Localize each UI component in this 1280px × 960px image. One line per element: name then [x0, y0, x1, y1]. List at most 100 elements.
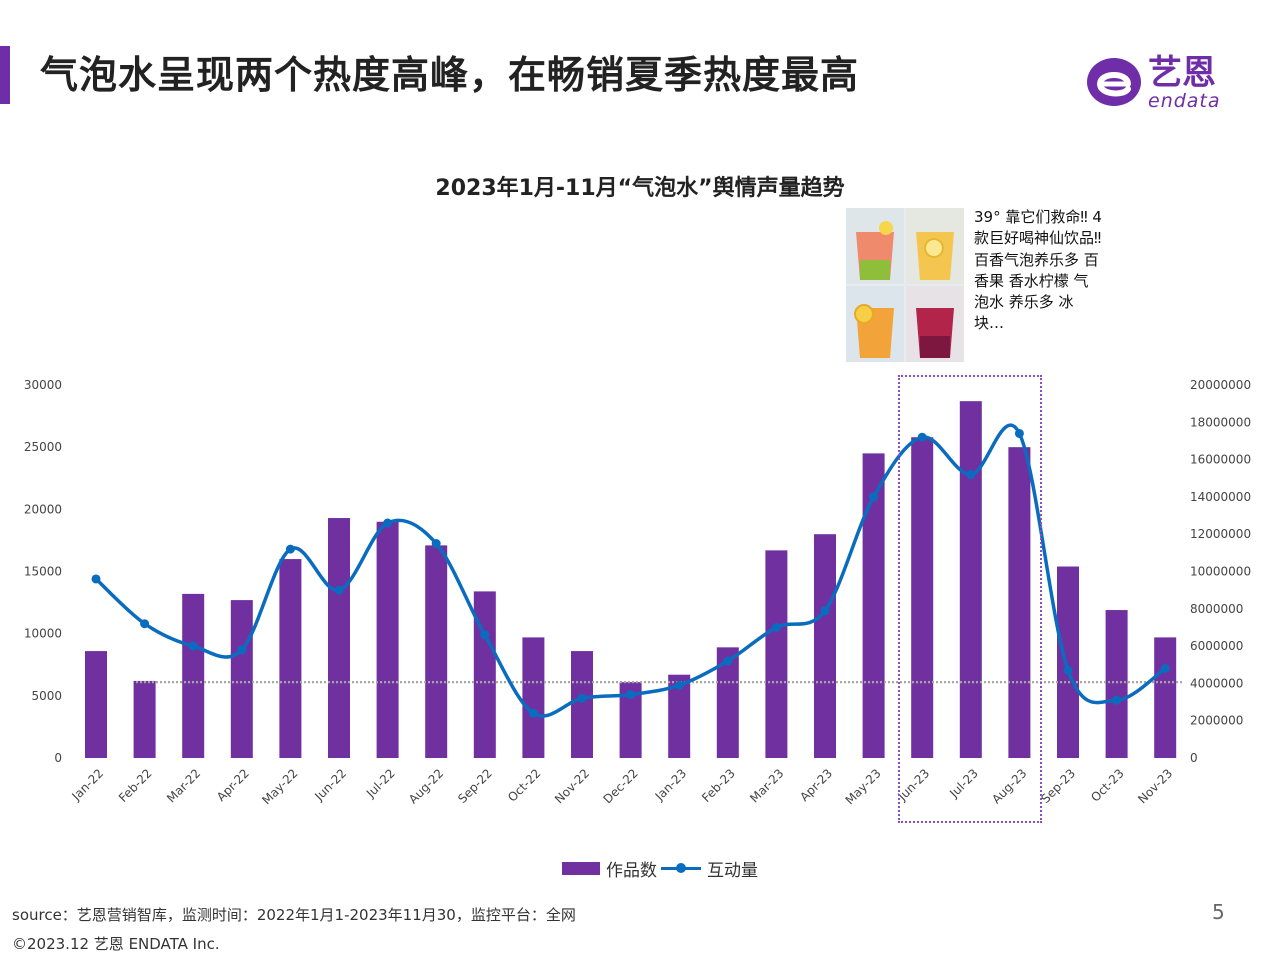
right-tick-label: 16000000 — [1190, 453, 1251, 467]
copyright-note: ©2023.12 艺恩 ENDATA Inc. — [12, 935, 220, 953]
x-tick-label: Aug-22 — [406, 766, 446, 806]
bar-Apr-23 — [814, 534, 836, 758]
highlight-box-summer — [898, 375, 1042, 823]
point-Feb-22 — [140, 619, 150, 629]
legend-line-swatch — [661, 862, 701, 875]
bar-Jun-22 — [328, 518, 350, 758]
x-tick-label: Apr-23 — [797, 766, 835, 804]
point-Nov-22 — [577, 693, 587, 703]
right-tick-label: 0 — [1190, 751, 1198, 765]
bar-Mar-23 — [765, 550, 788, 758]
point-Sep-22 — [480, 630, 490, 640]
x-tick-label: Mar-22 — [164, 766, 203, 805]
bars-layer — [85, 401, 1177, 758]
bar-Sep-22 — [473, 591, 496, 758]
bar-Nov-23 — [1154, 637, 1177, 758]
logo-chinese-text: 艺恩 — [1148, 53, 1216, 93]
left-tick-label: 0 — [54, 751, 62, 765]
annotation-text: 39° 靠它们救命‼ 4款巨好喝神仙饮品‼百香气泡养乐多 百香果 香水柠檬 气泡… — [974, 208, 1102, 333]
chart-legend: 作品数 互动量 — [562, 856, 758, 881]
x-tick-label: Nov-23 — [1135, 766, 1175, 806]
right-tick-label: 10000000 — [1190, 565, 1251, 579]
x-tick-label: Sep-23 — [1038, 766, 1078, 806]
page-title: 气泡水呈现两个热度高峰，在畅销夏季热度最高 — [40, 53, 860, 97]
x-tick-label: Apr-22 — [214, 766, 252, 804]
point-Jan-23 — [674, 680, 684, 690]
point-Nov-23 — [1160, 663, 1170, 673]
bar-Jan-23 — [668, 674, 691, 758]
right-tick-label: 20000000 — [1190, 378, 1251, 392]
x-tick-label: Jul-22 — [363, 766, 398, 801]
title-accent-bar — [0, 46, 10, 104]
left-tick-label: 10000 — [24, 627, 62, 641]
x-tick-label: May-23 — [843, 766, 884, 807]
right-tick-label: 6000000 — [1190, 639, 1243, 653]
x-tick-label: Jun-22 — [311, 766, 349, 804]
bar-Aug-22 — [425, 545, 448, 758]
x-tick-label: Nov-22 — [552, 766, 592, 806]
point-Jan-22 — [91, 574, 101, 584]
right-tick-label: 14000000 — [1190, 490, 1251, 504]
left-tick-label: 30000 — [24, 378, 62, 392]
left-axis-labels: 0 5000 10000 15000 20000 25000 30000 — [24, 378, 62, 765]
point-Aug-23 — [1014, 428, 1024, 438]
logo-english-text: endata — [1148, 90, 1221, 112]
point-May-23 — [869, 492, 879, 502]
bar-May-22 — [279, 559, 302, 758]
legend-label-interactions: 互动量 — [707, 860, 758, 881]
bar-Dec-22 — [619, 682, 642, 758]
bar-Feb-23 — [716, 647, 739, 758]
point-Jul-23 — [966, 470, 976, 480]
point-May-22 — [285, 544, 295, 554]
x-tick-label: Dec-22 — [601, 766, 641, 806]
legend-label-works: 作品数 — [606, 860, 657, 881]
point-Mar-23 — [771, 622, 781, 632]
point-Apr-22 — [237, 645, 247, 655]
left-tick-label: 15000 — [24, 565, 62, 579]
point-Jun-22 — [334, 585, 344, 595]
point-Aug-22 — [431, 539, 441, 549]
endata-logo-icon — [1087, 58, 1141, 106]
right-axis-labels: 0 2000000 4000000 6000000 8000000 10000000 120… — [1190, 378, 1251, 765]
right-tick-label: 4000000 — [1190, 676, 1243, 690]
bar-Apr-22 — [230, 600, 253, 758]
point-Oct-23 — [1112, 695, 1122, 705]
point-Jun-23 — [917, 432, 927, 442]
left-tick-label: 5000 — [31, 689, 62, 703]
x-tick-label: Oct-23 — [1088, 766, 1126, 804]
bar-Oct-22 — [522, 637, 545, 758]
x-tick-label: Mar-23 — [747, 766, 786, 805]
point-Apr-23 — [820, 606, 830, 616]
endata-logo: 艺恩 endata — [1084, 52, 1234, 114]
left-tick-label: 20000 — [24, 502, 62, 516]
bar-Jul-22 — [376, 521, 399, 758]
legend-bar-swatch — [562, 861, 600, 875]
page-number: 5 — [1212, 900, 1225, 924]
x-tick-label: May-22 — [259, 766, 300, 807]
point-Jul-22 — [383, 518, 393, 528]
left-tick-label: 25000 — [24, 440, 62, 454]
point-Sep-23 — [1063, 665, 1073, 675]
bar-Sep-23 — [1057, 566, 1079, 758]
x-tick-label: Feb-23 — [699, 766, 738, 805]
bar-Aug-23 — [1008, 447, 1031, 758]
x-tick-label: Oct-22 — [505, 766, 543, 804]
x-tick-label: Sep-22 — [455, 766, 495, 806]
point-Dec-22 — [626, 690, 636, 700]
right-tick-label: 8000000 — [1190, 602, 1243, 616]
source-note: source：艺恩营销智库，监测时间：2022年1月1-2023年11月30，监… — [12, 906, 576, 924]
bar-Jan-22 — [85, 651, 107, 758]
right-tick-label: 2000000 — [1190, 714, 1243, 728]
bar-Jun-23 — [911, 437, 934, 758]
right-tick-label: 12000000 — [1190, 527, 1251, 541]
bar-Oct-23 — [1105, 610, 1128, 758]
x-tick-label: Jan-23 — [652, 766, 690, 804]
bar-Feb-22 — [133, 680, 156, 758]
point-Oct-22 — [528, 708, 538, 718]
bar-Nov-22 — [571, 651, 593, 758]
point-Mar-22 — [188, 641, 198, 651]
right-tick-label: 18000000 — [1190, 415, 1251, 429]
x-tick-label: Jan-22 — [69, 766, 107, 804]
chart-title: 2023年1月-11月“气泡水”舆情声量趋势 — [435, 176, 845, 201]
bar-Jul-23 — [959, 401, 982, 758]
